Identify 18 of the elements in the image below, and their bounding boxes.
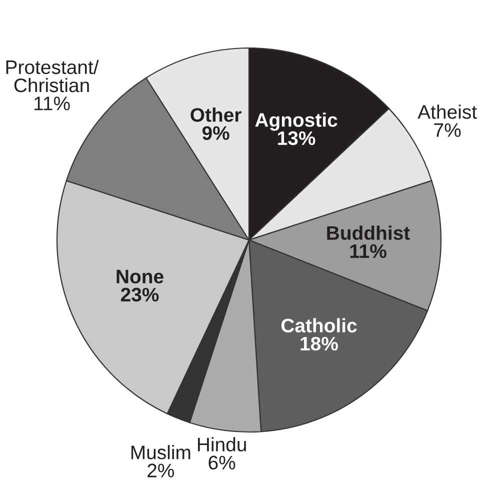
data-label: 9% [202, 126, 230, 140]
slice-label: Hindu [198, 437, 246, 452]
data-label: 18% [300, 336, 338, 351]
slice-label: Agnostic [255, 112, 338, 131]
slice-label: Catholic [281, 318, 357, 332]
data-label: 13% [278, 131, 316, 146]
data-label: 2% [148, 464, 174, 478]
slice-label: None [116, 270, 164, 284]
slice-label: Protestant/ Christian [6, 60, 99, 92]
data-label: 6% [208, 456, 236, 470]
data-label: 11% [350, 244, 386, 258]
data-label: 23% [120, 288, 159, 302]
slice-label: Muslim [131, 445, 190, 460]
slice-label: Other [190, 108, 242, 122]
slice-label: Buddhist [327, 226, 410, 240]
slice-label: Atheist [418, 104, 477, 119]
data-label: 11% [34, 96, 70, 110]
data-label: 7% [434, 123, 461, 137]
